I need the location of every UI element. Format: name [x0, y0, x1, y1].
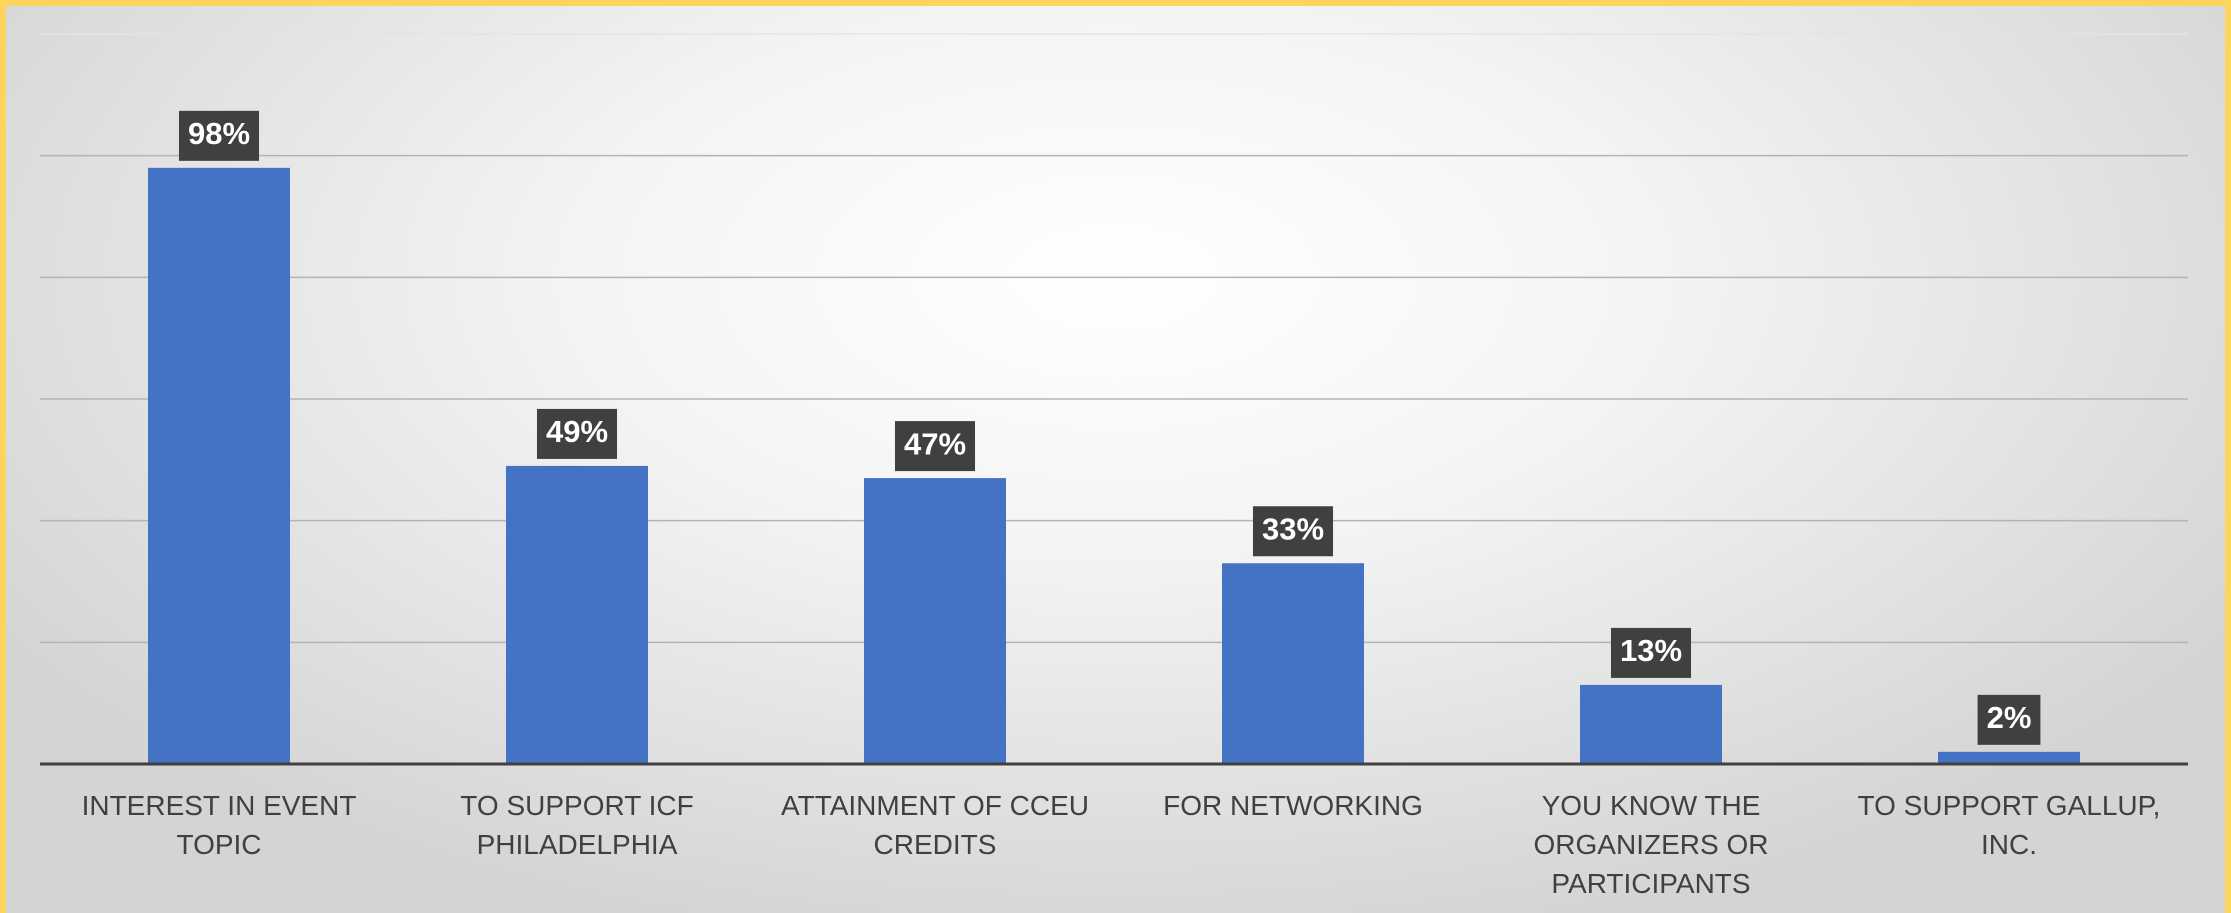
- bar: [1222, 563, 1364, 764]
- bar: [1938, 751, 2080, 764]
- value-label-box: [894, 421, 976, 472]
- x-tick-label: ATTAINMENT OF CCEU CREDITS: [781, 790, 1089, 860]
- value-label: 2%: [1987, 700, 2032, 735]
- value-label-box: [1977, 694, 2041, 745]
- bar: [148, 167, 290, 765]
- x-tick-label: FOR NETWORKING: [1163, 790, 1423, 821]
- x-tick-label: YOU KNOW THE ORGANIZERS OR PARTICIPANTS: [1533, 790, 1769, 899]
- value-label: 33%: [1262, 511, 1324, 546]
- value-label: 47%: [904, 426, 966, 461]
- value-label: 49%: [546, 414, 608, 449]
- value-label: 13%: [1620, 633, 1682, 668]
- x-tick-label: TO SUPPORT GALLUP, INC.: [1857, 790, 2161, 860]
- bar: [1580, 684, 1722, 764]
- bar: [864, 478, 1006, 764]
- value-label-box: [178, 110, 260, 161]
- chart: 98% 49% 47% 33% 13% 2%: [40, 33, 2188, 766]
- value-label: 98%: [188, 116, 250, 151]
- value-label-box: [536, 408, 618, 459]
- x-tick-label: TO SUPPORT ICF PHILADELPHIA: [460, 790, 694, 860]
- value-label-box: [1610, 627, 1692, 678]
- value-label-box: [1252, 506, 1334, 557]
- bar: [506, 465, 648, 764]
- x-tick-label: INTEREST IN EVENT TOPIC: [81, 790, 357, 860]
